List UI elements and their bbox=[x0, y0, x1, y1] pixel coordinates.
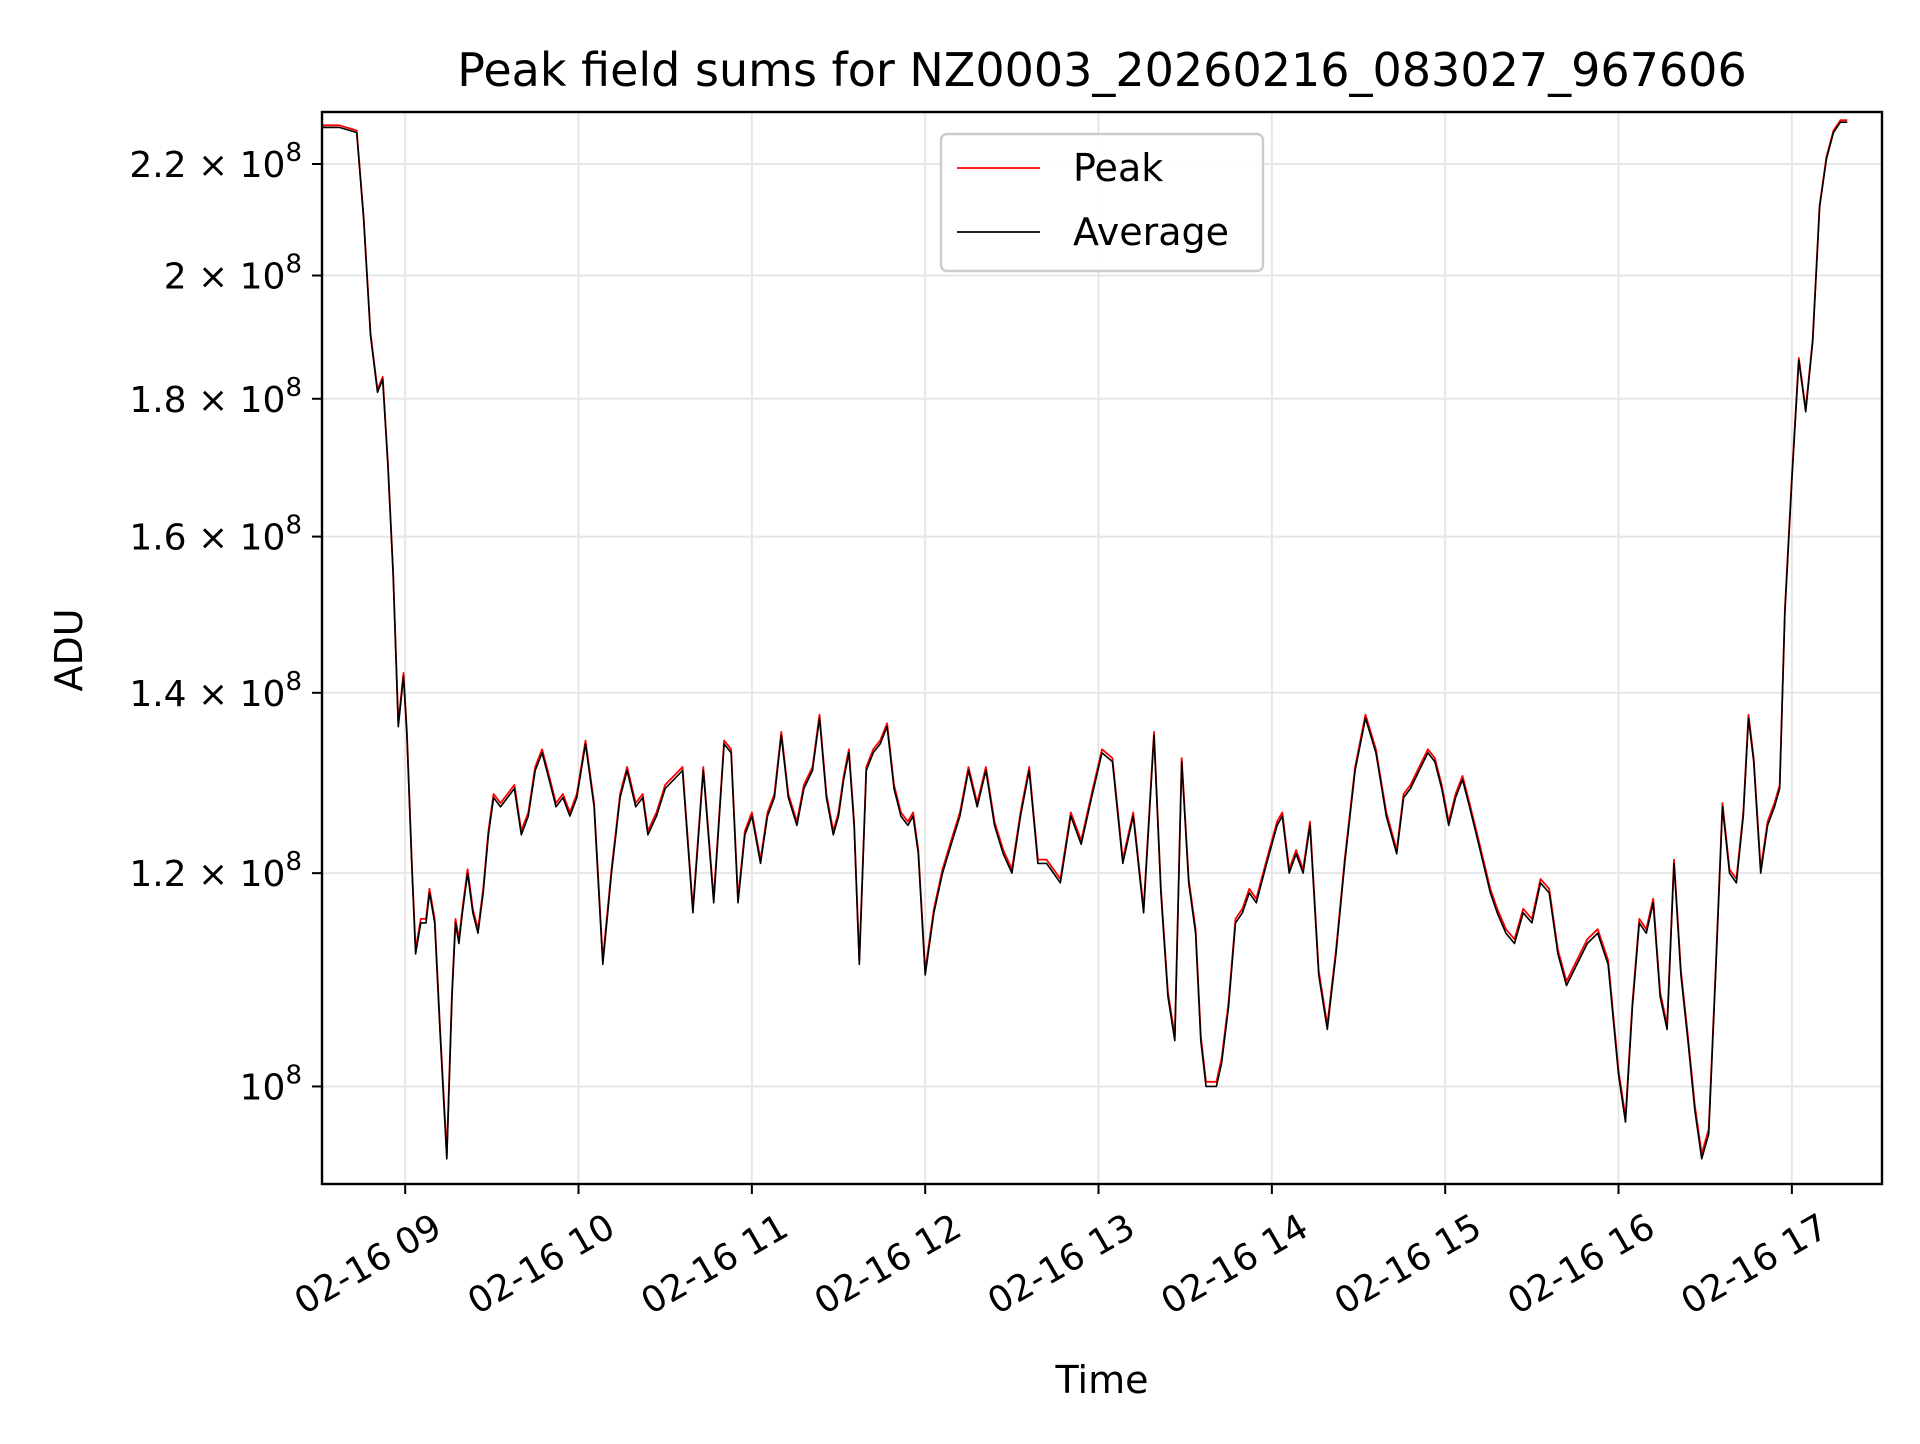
y-tick-exponent: 8 bbox=[285, 373, 302, 403]
y-tick-label: 1.2 × 108 bbox=[129, 847, 302, 895]
legend: Peak Average bbox=[939, 132, 1265, 273]
y-tick-exponent: 8 bbox=[285, 138, 302, 168]
legend-label-peak: Peak bbox=[1073, 146, 1163, 190]
plot-frame bbox=[320, 110, 1884, 1186]
y-tick-exponent: 8 bbox=[285, 250, 302, 280]
series-line-average bbox=[322, 121, 1848, 1160]
y-tick-label: 1.8 × 108 bbox=[129, 373, 302, 421]
y-tick-exponent: 8 bbox=[285, 667, 302, 697]
y-tick-label: 2 × 108 bbox=[164, 250, 302, 298]
y-tick-exponent: 8 bbox=[285, 1060, 302, 1090]
y-tick-exponent: 8 bbox=[285, 511, 302, 541]
y-tick-label: 1.4 × 108 bbox=[129, 667, 302, 715]
y-tick-label: 108 bbox=[240, 1060, 302, 1108]
y-tick-exponent: 8 bbox=[285, 847, 302, 877]
legend-label-average: Average bbox=[1073, 210, 1229, 254]
grid bbox=[322, 112, 1882, 1184]
y-tick-label: 1.6 × 108 bbox=[129, 511, 302, 559]
y-tick-label: 2.2 × 108 bbox=[129, 138, 302, 186]
chart-title: Peak field sums for NZ0003_20260216_0830… bbox=[457, 43, 1746, 97]
x-axis-label: Time bbox=[1055, 1358, 1149, 1402]
y-axis-label: ADU bbox=[47, 608, 91, 691]
series-lines bbox=[322, 119, 1848, 1160]
